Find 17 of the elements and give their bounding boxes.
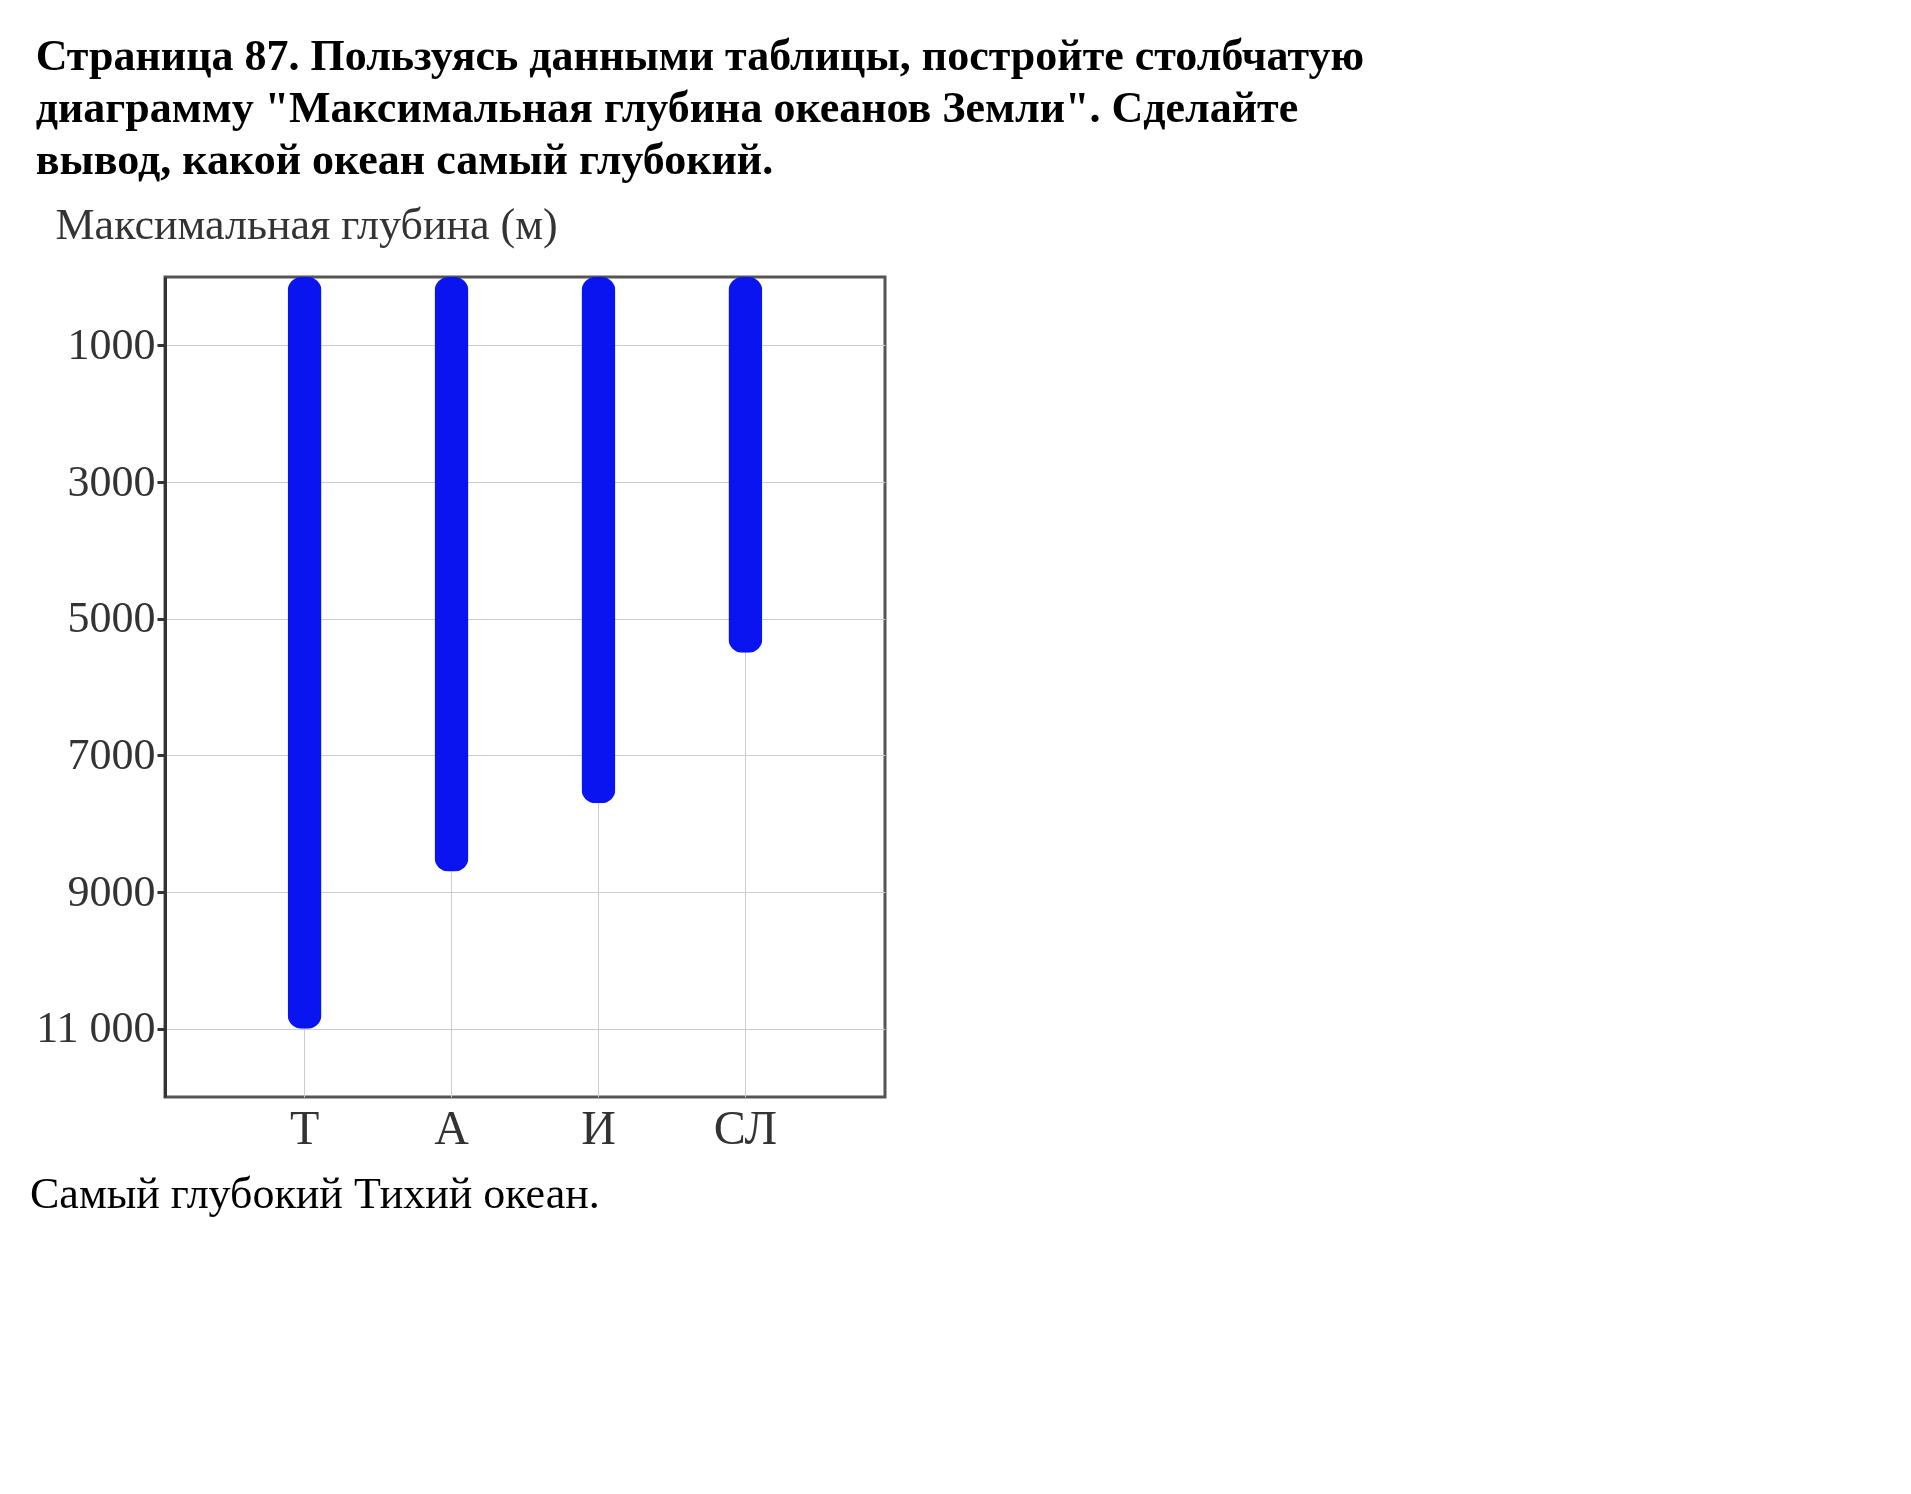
y-tick-label: 1000 <box>67 319 156 369</box>
y-tick-label: 3000 <box>67 456 156 506</box>
x-tick-label: И <box>581 1100 616 1154</box>
bar <box>728 277 763 653</box>
x-tick-label: СЛ <box>713 1100 778 1154</box>
bar <box>287 277 322 1029</box>
y-tick-label: 7000 <box>67 729 156 779</box>
y-axis-title: Максимальная глубина (м) <box>55 199 558 249</box>
y-tick-label: 5000 <box>67 593 156 643</box>
text: Самый глубокий Тихий океан. <box>30 1168 601 1219</box>
bar <box>581 277 616 804</box>
chart-title: Страница 87. Пользуясь данными таблицы, постройте столбчатую диаграмму "Максимальная глубина океанов Земли". Сделайте вывод, какой океан самый глубокий. <box>35 31 1365 184</box>
x-tick-label: А <box>434 1100 470 1154</box>
bar <box>434 277 469 872</box>
y-tick-label: 11 000 <box>36 1003 156 1053</box>
y-tick-label: 9000 <box>67 866 156 916</box>
x-tick-label: Т <box>289 1100 320 1154</box>
